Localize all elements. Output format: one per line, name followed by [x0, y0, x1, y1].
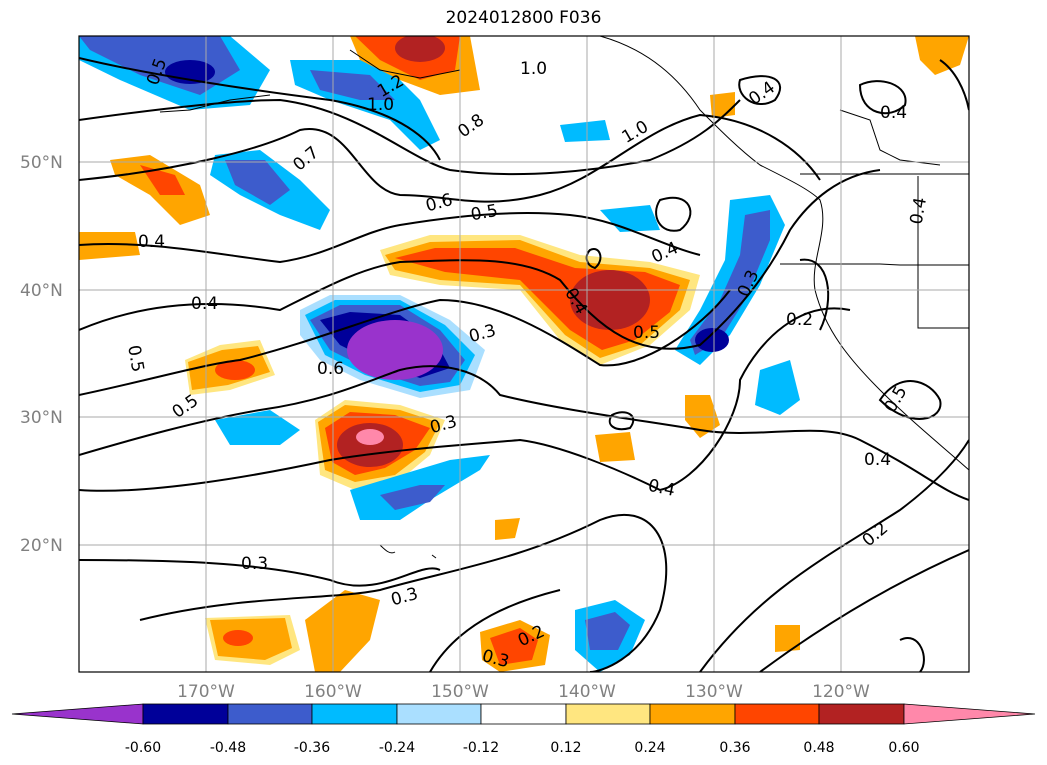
contour-label: 0.3 — [389, 584, 420, 610]
lat-label: 20°N — [20, 536, 63, 556]
contour-label: 0.6 — [317, 359, 344, 379]
contour-label: 0.5 — [169, 391, 203, 423]
map-frame — [78, 35, 970, 673]
contour-label: 0.4 — [880, 103, 907, 123]
colorbar-tick: -0.48 — [210, 740, 246, 756]
lon-label: 150°W — [431, 682, 489, 702]
axis-labels: 50°N 40°N 30°N 20°N 170°W 160°W 150°W 14… — [20, 153, 870, 702]
anomaly-shading — [79, 36, 969, 672]
contour-label: 0.6 — [424, 190, 455, 216]
colorbar-segment — [565, 703, 651, 725]
colorbar-tick: -0.36 — [294, 740, 330, 756]
lat-label: 50°N — [20, 153, 63, 173]
colorbar-extend-right — [903, 703, 1036, 725]
contour-label: 0.4 — [646, 476, 677, 501]
map-title: 2024012800 F036 — [445, 8, 602, 28]
contour-label: 1.0 — [619, 117, 652, 148]
colorbar-ticks: -0.60 -0.48 -0.36 -0.24 -0.12 0.12 0.24 … — [125, 740, 920, 756]
colorbar-segment — [142, 703, 229, 725]
colorbar-tick: -0.12 — [463, 740, 499, 756]
lat-label: 30°N — [20, 408, 63, 428]
lon-label: 140°W — [558, 682, 616, 702]
colorbar-segment — [649, 703, 736, 725]
colorbar-segment — [227, 703, 313, 725]
contour-label: 1.0 — [367, 95, 394, 115]
contour-label: 0.8 — [454, 110, 488, 142]
colorbar — [11, 703, 1036, 725]
contour-label: 0.3 — [241, 554, 268, 574]
contour-label: 1.0 — [520, 59, 547, 79]
contour-label: 0.5 — [469, 201, 499, 225]
colorbar-tick: -0.60 — [125, 740, 161, 756]
contour-lines — [79, 57, 969, 672]
gridlines — [79, 36, 969, 672]
colorbar-tick: 0.36 — [719, 740, 750, 756]
contour-label: 0.2 — [786, 310, 813, 330]
lon-label: 160°W — [304, 682, 362, 702]
contour-label: 0.4 — [191, 294, 218, 314]
contour-label: 0.3 — [467, 321, 498, 347]
colorbar-segment — [734, 703, 820, 725]
lon-label: 170°W — [177, 682, 235, 702]
colorbar-segment — [311, 703, 398, 725]
contour-label: 0.5 — [633, 323, 660, 343]
colorbar-segment — [396, 703, 482, 725]
colorbar-tick: 0.12 — [550, 740, 581, 756]
colorbar-tick: 0.24 — [634, 740, 665, 756]
colorbar-tick: 0.60 — [888, 740, 919, 756]
contour-label: 0.4 — [907, 196, 931, 226]
contour-label: 0.7 — [289, 143, 323, 176]
lat-label: 40°N — [20, 281, 63, 301]
contour-label: 0.2 — [859, 518, 893, 551]
contour-label: 0.5 — [123, 344, 147, 374]
contour-label: 0.4 — [745, 78, 779, 110]
colorbar-segment — [818, 703, 905, 725]
colorbar-extend-left — [11, 703, 144, 725]
lon-label: 120°W — [812, 682, 870, 702]
colorbar-tick: 0.48 — [803, 740, 834, 756]
colorbar-segment — [480, 703, 567, 725]
contour-label: 0.4 — [864, 450, 891, 470]
contour-label: 0.3 — [428, 412, 459, 438]
lon-label: 130°W — [685, 682, 743, 702]
colorbar-tick: -0.24 — [379, 740, 415, 756]
contour-label: 0.5 — [881, 383, 912, 416]
contour-label: 0.4 — [138, 232, 165, 252]
